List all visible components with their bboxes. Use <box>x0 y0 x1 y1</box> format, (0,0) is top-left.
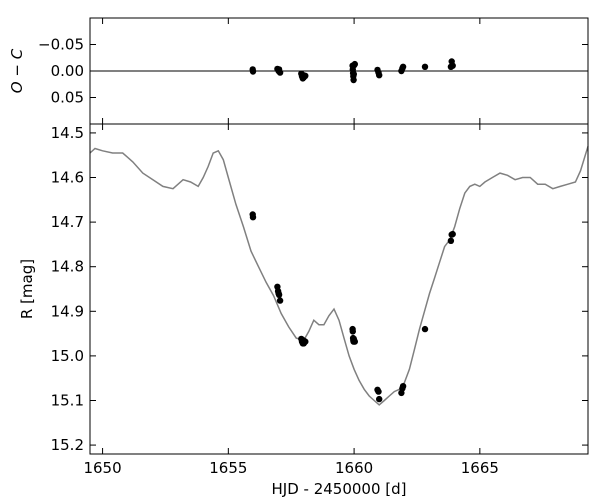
magnitude-y-tick-label: 14.5 <box>51 124 84 142</box>
magnitude-point <box>449 230 456 238</box>
x-tick-label: 1655 <box>209 459 247 477</box>
magnitude-point <box>349 328 356 335</box>
magnitude-point <box>249 214 257 221</box>
magnitude-y-tick-label: 14.8 <box>51 258 84 276</box>
x-tick-label: 1650 <box>83 459 121 477</box>
oc-point <box>449 62 456 69</box>
magnitude-panel: 14.5 14.6 14.7 14.8 14.9 15.0 15.1 15.2 1650 1655… <box>18 123 589 498</box>
magnitude-point <box>302 338 309 345</box>
magnitude-y-tick-label: 15.2 <box>51 436 84 454</box>
oc-point <box>376 72 383 79</box>
magnitude-y-tick-label: 15.0 <box>51 347 84 365</box>
magnitude-y-tick-label: 14.7 <box>51 213 84 231</box>
magnitude-point <box>276 297 284 304</box>
oc-y-tick-label: −0.05 <box>38 36 84 54</box>
oc-point <box>351 60 358 68</box>
oc-point <box>276 69 284 76</box>
magnitude-point <box>376 395 383 403</box>
oc-residual-panel: −0.05 0.00 0.05 O − C <box>8 17 589 125</box>
oc-y-tick-label: 0.00 <box>51 62 84 80</box>
magnitude-axis-ticks: 14.5 14.6 14.7 14.8 14.9 15.0 15.1 15.2 1650 1655… <box>51 124 588 477</box>
x-tick-label: 1665 <box>461 459 499 477</box>
magnitude-plot-frame <box>89 123 589 455</box>
x-tick-label: 1660 <box>335 459 373 477</box>
magnitude-y-axis-label: R [mag] <box>18 259 36 319</box>
x-axis-label: HJD - 2450000 [d] <box>272 480 407 498</box>
magnitude-y-tick-label: 15.1 <box>51 391 84 409</box>
oc-point <box>302 72 309 80</box>
magnitude-data-points <box>249 211 456 403</box>
oc-y-tick-label: 0.05 <box>51 89 84 107</box>
oc-point <box>350 76 357 84</box>
magnitude-point <box>351 338 358 345</box>
magnitude-point <box>447 237 455 244</box>
magnitude-point <box>275 291 283 298</box>
magnitude-point <box>375 388 382 395</box>
oc-point <box>399 63 407 70</box>
model-light-curve <box>89 146 589 406</box>
oc-data-points <box>249 58 456 84</box>
magnitude-y-tick-label: 14.6 <box>51 169 84 187</box>
oc-point <box>249 68 257 75</box>
magnitude-point <box>421 325 429 333</box>
magnitude-point <box>399 383 407 390</box>
magnitude-y-tick-label: 14.9 <box>51 302 84 320</box>
magnitude-model-curve-layer <box>89 146 589 406</box>
oc-point <box>350 71 357 78</box>
oc-axis-ticks: −0.05 0.00 0.05 <box>38 18 588 124</box>
oc-y-axis-label: O − C <box>8 48 26 93</box>
oc-point <box>421 63 429 70</box>
